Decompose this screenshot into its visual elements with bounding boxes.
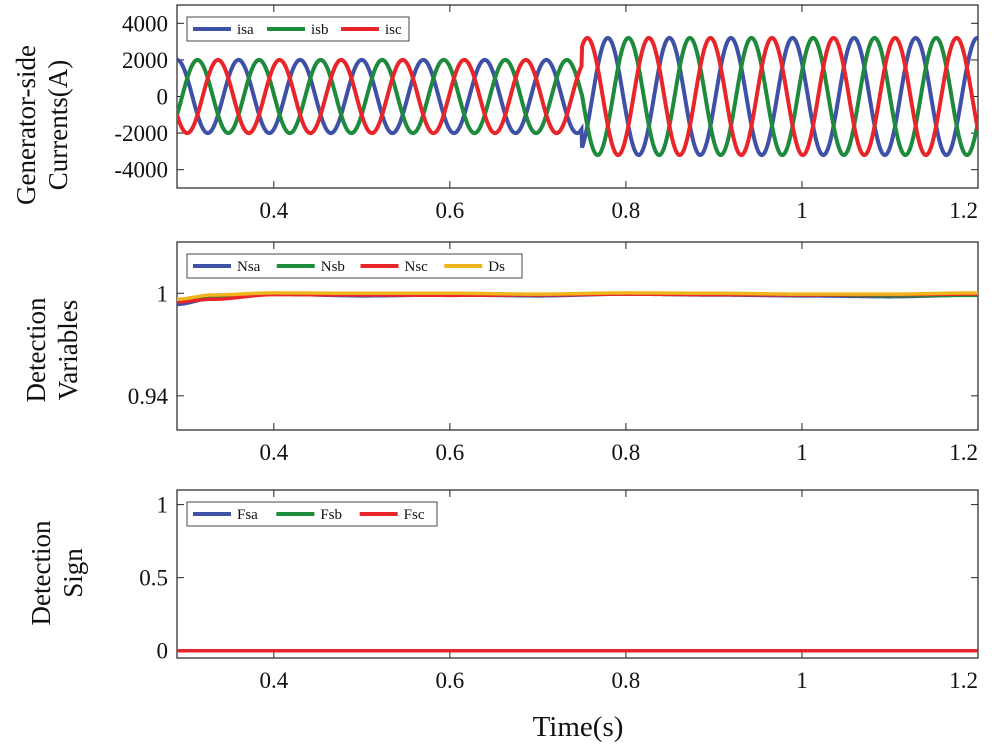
legend: isa isb isc <box>186 16 410 42</box>
legend-label: Fsa <box>237 507 258 523</box>
y-tick-label: -4000 <box>114 158 168 183</box>
legend: Nsa Nsb Nsc Ds <box>186 253 523 279</box>
legend-label: isa <box>237 22 254 38</box>
y-tick-label: 1 <box>157 281 169 306</box>
axes-frame <box>176 241 979 431</box>
y-axis-label-line: Variables <box>53 300 83 400</box>
panel-generator-currents: 0.4 0.6 0.8 1 1.2 4000 2000 0 -2000 -4000 Generato… <box>11 4 979 223</box>
x-tick-label: 1 <box>796 440 808 465</box>
y-axis-label-line: Generator-side <box>11 45 41 205</box>
x-tick-label: 0.4 <box>259 440 288 465</box>
x-tick-label: 0.6 <box>435 198 464 223</box>
legend-label: Nsa <box>237 259 261 275</box>
x-tick-label: 0.6 <box>435 440 464 465</box>
legend-label: Nsb <box>321 259 345 275</box>
x-tick-label: 0.8 <box>612 668 641 693</box>
x-tick-label: 0.4 <box>259 198 288 223</box>
y-tick-label: 0 <box>157 639 169 664</box>
x-tick-label: 0.4 <box>259 668 288 693</box>
x-tick-label: 1.2 <box>949 440 978 465</box>
y-axis-label-line: Detection <box>26 520 56 625</box>
y-tick-label: -2000 <box>114 121 168 146</box>
y-tick-label: 4000 <box>122 11 168 36</box>
y-tick-label: 1 <box>157 493 169 518</box>
legend-label: Ds <box>488 259 505 275</box>
x-tick-label: 0.6 <box>435 668 464 693</box>
x-tick-label: 1.2 <box>949 198 978 223</box>
x-axis-label: Time(s) <box>533 711 624 743</box>
y-tick-label: 0.5 <box>139 566 168 591</box>
legend-label: isb <box>311 22 329 38</box>
x-tick-label: 1 <box>796 668 808 693</box>
legend-label: Fsb <box>320 507 342 523</box>
x-tick-label: 1 <box>796 198 808 223</box>
axes-frame <box>176 489 979 659</box>
series-line-isc <box>177 35 978 158</box>
panel-detection-sign: 0.4 0.6 0.8 1 1.2 1 0.5 0 Detection Sign Fsa Fsb Fsc <box>26 489 979 693</box>
series-line-Ds <box>177 291 978 301</box>
legend-label: isc <box>385 22 402 38</box>
legend-label: Fsc <box>404 507 425 523</box>
y-tick-label: 2000 <box>122 48 168 73</box>
y-tick-label: 0 <box>157 85 169 110</box>
y-axis-label-line: Sign <box>58 548 88 598</box>
y-axis-label-line: Detection <box>21 297 51 402</box>
x-tick-label: 0.8 <box>612 440 641 465</box>
x-tick-label: 1.2 <box>949 668 978 693</box>
y-tick-label: 0.94 <box>128 384 169 409</box>
legend: Fsa Fsb Fsc <box>186 501 438 527</box>
plot-area <box>177 35 978 158</box>
y-axis-label-line: Currents(A) <box>43 60 73 190</box>
legend-label: Nsc <box>405 259 429 275</box>
x-tick-label: 0.8 <box>612 198 641 223</box>
plot-area <box>177 291 978 307</box>
